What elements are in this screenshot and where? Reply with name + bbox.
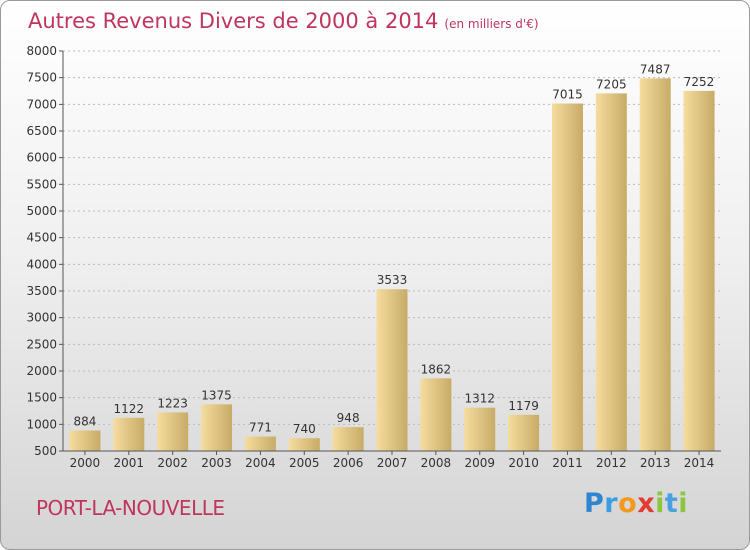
bar bbox=[157, 412, 189, 451]
y-tick-label: 6500 bbox=[26, 124, 57, 138]
bar bbox=[244, 436, 276, 451]
bar bbox=[376, 289, 408, 451]
data-label: 7252 bbox=[684, 75, 715, 89]
logo-letter: r bbox=[604, 488, 619, 519]
y-tick-label: 2500 bbox=[26, 337, 57, 351]
x-tick-label: 2009 bbox=[464, 456, 495, 470]
data-label: 740 bbox=[293, 422, 316, 436]
y-tick-label: 8000 bbox=[26, 44, 57, 58]
chart-title-main: Autres Revenus Divers de 2000 à 2014 bbox=[28, 9, 439, 33]
data-label: 3533 bbox=[377, 273, 408, 287]
data-label: 948 bbox=[337, 411, 360, 425]
bar bbox=[508, 414, 540, 451]
bar bbox=[288, 438, 320, 451]
labels: 500 1000 1500 2000 2500 3000 3500 4000 4500 5000 5… bbox=[26, 44, 714, 470]
data-label: 884 bbox=[73, 415, 96, 429]
x-tick-label: 2004 bbox=[245, 456, 276, 470]
logo-letter: P bbox=[584, 488, 605, 519]
y-tick-label: 1000 bbox=[26, 417, 57, 431]
bar bbox=[201, 404, 233, 451]
bar bbox=[464, 407, 496, 451]
y-tick-label: 7000 bbox=[26, 97, 57, 111]
y-tick-label: 3000 bbox=[26, 311, 57, 325]
y-tick-label: 4500 bbox=[26, 231, 57, 245]
bar bbox=[595, 93, 627, 452]
y-tick-label: 3500 bbox=[26, 284, 57, 298]
bar bbox=[683, 90, 715, 451]
proxiti-logo[interactable]: Proxiti bbox=[584, 488, 688, 519]
x-tick-label: 2012 bbox=[596, 456, 627, 470]
chart-title: Autres Revenus Divers de 2000 à 2014 (en … bbox=[28, 9, 539, 33]
data-label: 771 bbox=[249, 421, 272, 435]
data-label: 1122 bbox=[114, 402, 145, 416]
bar bbox=[332, 427, 364, 451]
chart-title-unit: (en milliers d'€) bbox=[444, 17, 539, 31]
city-name: PORT-LA-NOUVELLE bbox=[36, 496, 225, 520]
bar bbox=[113, 417, 145, 451]
y-tick-label: 500 bbox=[34, 444, 57, 458]
x-tick-label: 2014 bbox=[684, 456, 715, 470]
x-tick-label: 2011 bbox=[552, 456, 583, 470]
y-tick-label: 6000 bbox=[26, 151, 57, 165]
data-label: 1312 bbox=[464, 392, 495, 406]
data-label: 1862 bbox=[421, 362, 452, 376]
data-label: 1375 bbox=[201, 388, 232, 402]
data-label: 7205 bbox=[596, 77, 627, 91]
logo-letter: x bbox=[637, 488, 656, 519]
y-tick-label: 2000 bbox=[26, 364, 57, 378]
y-tick-label: 5000 bbox=[26, 204, 57, 218]
y-tick-label: 7500 bbox=[26, 71, 57, 85]
bar bbox=[639, 78, 671, 452]
data-label: 7487 bbox=[640, 62, 671, 76]
logo-letter: i bbox=[655, 488, 665, 519]
bar bbox=[69, 430, 101, 451]
x-tick-label: 2000 bbox=[70, 456, 101, 470]
x-tick-label: 2002 bbox=[157, 456, 188, 470]
x-tick-label: 2013 bbox=[640, 456, 671, 470]
data-label: 1223 bbox=[157, 396, 188, 410]
x-tick-label: 2005 bbox=[289, 456, 320, 470]
x-tick-label: 2010 bbox=[508, 456, 539, 470]
y-tick-label: 1500 bbox=[26, 391, 57, 405]
y-tick-label: 4000 bbox=[26, 257, 57, 271]
x-tick-label: 2001 bbox=[114, 456, 145, 470]
logo-letter: o bbox=[618, 488, 638, 519]
x-tick-label: 2008 bbox=[421, 456, 452, 470]
logo-letter: t bbox=[664, 488, 679, 519]
axes bbox=[59, 50, 721, 455]
y-tick-label: 5500 bbox=[26, 177, 57, 191]
bar bbox=[551, 103, 583, 452]
x-tick-label: 2003 bbox=[201, 456, 232, 470]
data-label: 1179 bbox=[508, 399, 539, 413]
data-label: 7015 bbox=[552, 88, 583, 102]
x-tick-label: 2006 bbox=[333, 456, 364, 470]
x-tick-label: 2007 bbox=[377, 456, 408, 470]
bar bbox=[420, 378, 452, 451]
bars bbox=[69, 78, 715, 452]
logo-letter: i bbox=[678, 488, 689, 519]
